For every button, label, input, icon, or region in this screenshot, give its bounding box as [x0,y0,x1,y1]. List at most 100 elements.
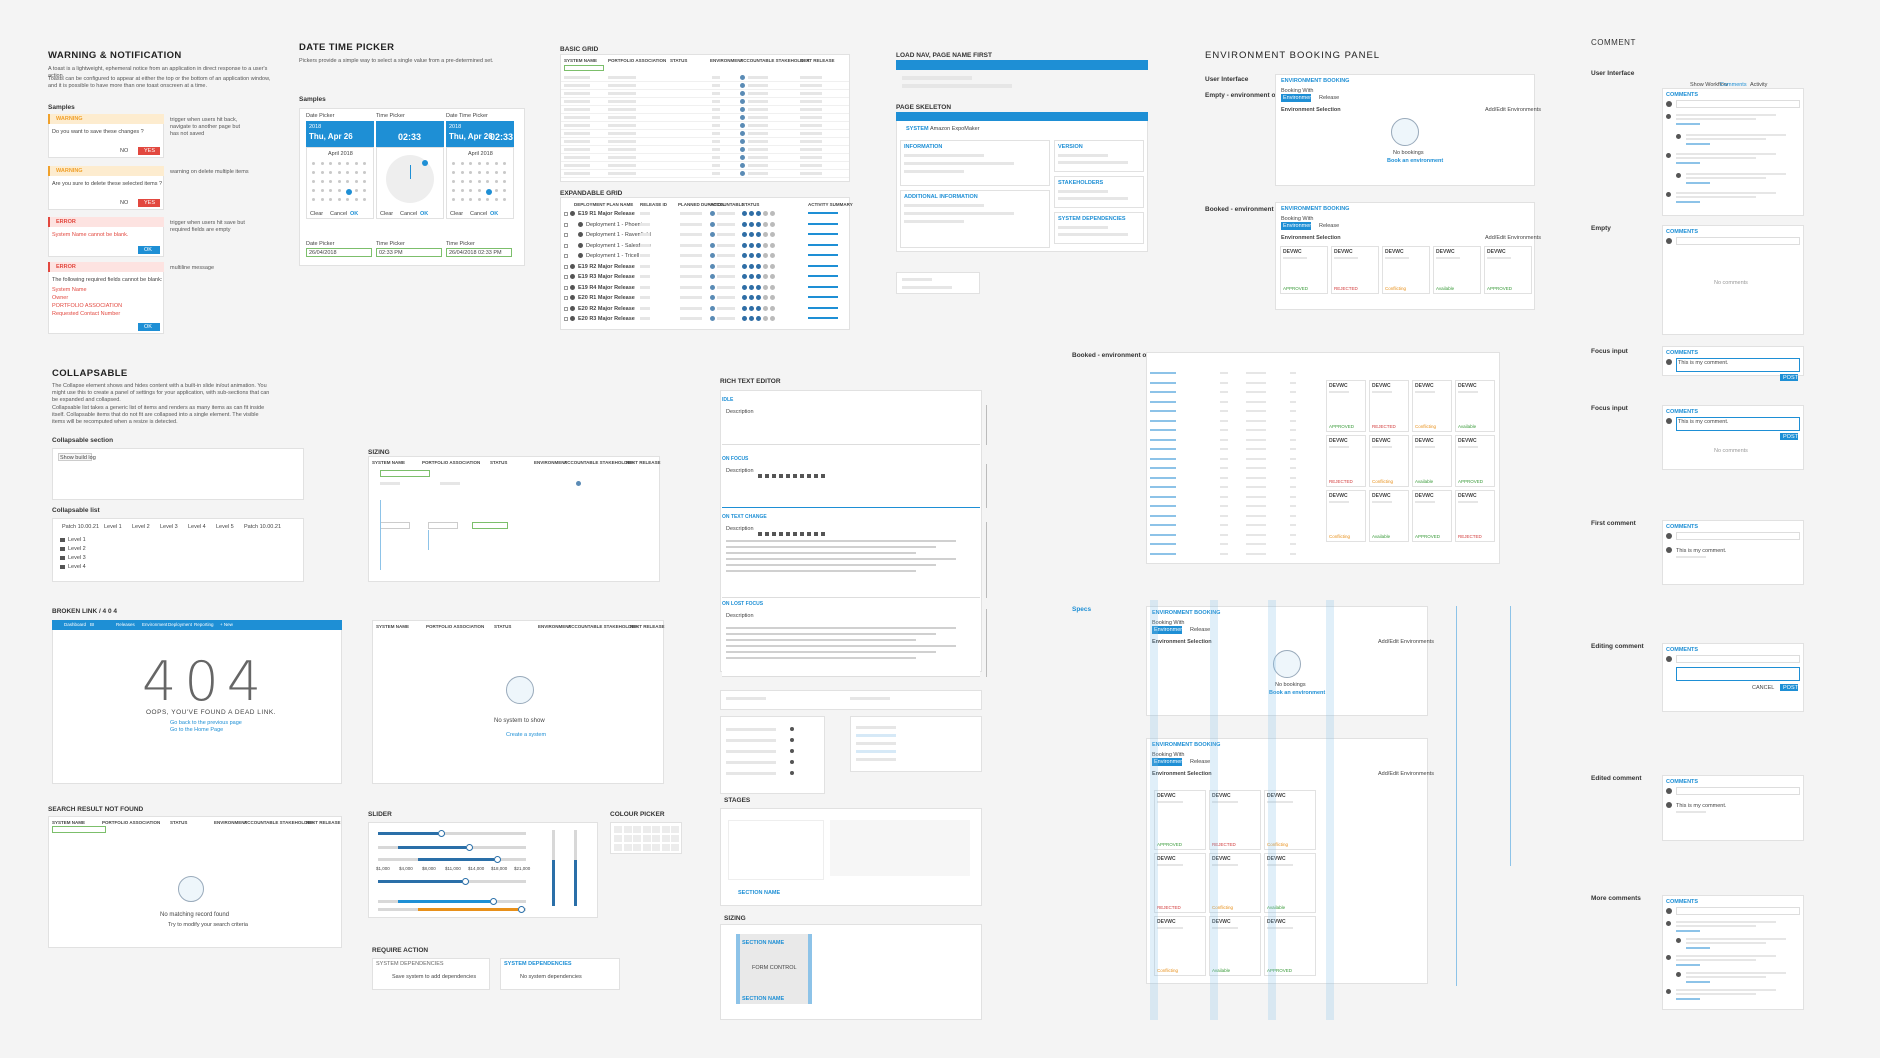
status: REJECTED [1458,534,1482,539]
input [380,522,410,529]
placeholder-bar [1058,154,1108,157]
folder-icon [60,547,65,551]
link: Add/Edit Environments [1378,639,1434,645]
placeholder-bar [680,296,702,299]
placeholder-bar [1458,446,1478,448]
placeholder-bar [1676,998,1700,1000]
placeholder-bar [726,657,916,659]
status: Available [1267,905,1286,910]
section-title: SIZING [724,915,746,922]
icon [477,162,481,165]
tab: Comments [1720,82,1747,88]
icon [756,253,761,258]
placeholder-bar [1150,457,1176,460]
icon [570,263,575,269]
icon [329,171,332,174]
icon [320,180,324,183]
icon [710,295,715,300]
section-title: SEARCH RESULT NOT FOUND [48,806,144,813]
section-title: SLIDER [368,811,392,818]
toast-message: Are you sure to delete these selected it… [52,181,163,187]
toolbar-icon [758,532,762,536]
placeholder-bar [608,140,636,143]
env-name: DEVWC [1329,438,1348,444]
status: Conflicting [1267,842,1289,847]
column-header: NEXT RELEASE [626,460,661,465]
icon [1666,656,1672,662]
env-card [1455,380,1495,432]
picker-action: Clear [310,211,324,217]
column-header: PLANNED DURATION [678,202,725,207]
placeholder-bar [808,212,838,214]
placeholder-bar [1220,514,1228,517]
placeholder-bar [902,286,952,289]
icon [460,189,464,192]
icon [1666,101,1672,107]
icon [740,83,745,88]
list-item: Level 3 [68,555,86,561]
section-name: SECTION NAME [738,890,781,896]
card-title: VERSION [1058,144,1083,150]
icon [749,232,754,237]
icon [452,180,455,183]
column-header: STATUS [670,58,688,63]
editor [722,464,980,508]
env-name: DEVWC [1372,438,1391,444]
placeholder-bar [717,264,735,268]
icon [770,232,775,237]
icon [749,305,754,311]
field-value: 26/04/2018 [309,250,337,256]
placeholder-bar [1150,381,1176,384]
icon [570,211,575,216]
field-label: Booking With [1281,216,1314,222]
placeholder-bar [1676,959,1756,961]
row-divider [561,121,849,122]
toast-header [48,262,164,272]
state-label: ON FOCUS [722,456,749,462]
section-title: RICH TEXT EDITOR [720,378,781,385]
icon [763,253,768,258]
icon [570,295,575,300]
button-label: OK [144,247,152,253]
placeholder-bar [1220,467,1228,469]
hint: Try to modify your search criteria [168,922,248,928]
expand-icon [564,306,568,311]
placeholder-bar [712,164,720,167]
placeholder-bar [418,858,494,861]
empty-icon [506,676,534,704]
icon [452,171,455,174]
placeholder-bar [808,254,838,256]
env-card [1154,853,1206,913]
icon [763,232,768,237]
link: Go to the Home Page [170,727,224,733]
placeholder-bar [1676,556,1706,558]
icon [503,171,506,174]
link: Book an environment [1269,690,1326,696]
placeholder-bar [748,148,768,151]
button [138,199,160,207]
icon [756,232,761,237]
icon [763,221,768,227]
comment-input [1676,907,1800,915]
env-name: DEVWC [1329,493,1348,499]
env-card [1154,790,1206,850]
env-card [1369,490,1409,542]
button-label: Show build log [60,455,96,461]
spec-guide [986,405,987,445]
row-label: User Interface [1591,70,1635,77]
placeholder-bar [1220,495,1228,498]
placeholder-bar [1267,927,1293,929]
icon [518,906,525,913]
placeholder-bar [1220,457,1228,460]
spec-guide [380,500,381,570]
icon [763,284,768,290]
icon [462,878,469,885]
icon [494,162,498,165]
icon [312,171,315,174]
placeholder-bar [808,296,838,298]
placeholder-bar [1220,438,1228,441]
nav-item: BI [90,622,95,627]
placeholder-bar [1246,514,1266,517]
placeholder-bar [608,76,636,79]
placeholder-bar [1676,118,1756,120]
